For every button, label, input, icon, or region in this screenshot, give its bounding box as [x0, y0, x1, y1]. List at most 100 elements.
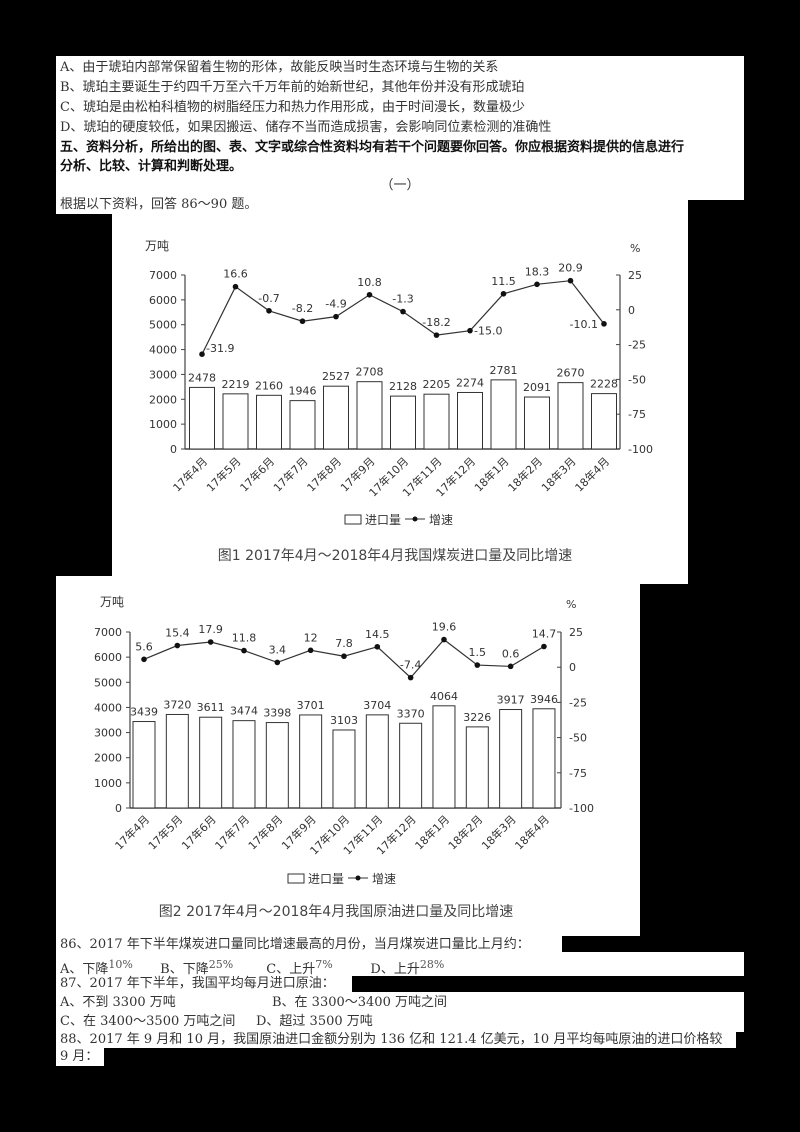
q86-option-c[interactable]: C、上升7%: [266, 958, 333, 977]
left-axis-unit: 万吨: [145, 239, 169, 253]
left-tick-label: 6000: [94, 651, 122, 664]
growth-point: [567, 277, 574, 284]
growth-value-label: -4.9: [325, 298, 346, 311]
bar: [289, 400, 316, 450]
bar: [332, 729, 356, 809]
growth-value-label: 3.4: [269, 643, 287, 656]
category-label: 18年2月: [505, 454, 545, 494]
left-tick-label: 0: [115, 802, 122, 815]
category-label: 17年8月: [304, 454, 344, 494]
section-heading-line1: 五、资料分析，所给出的图、表、文字或综合性资料均有若干个问题要你回答。你应根据资…: [60, 140, 685, 155]
growth-point: [601, 321, 607, 327]
left-tick-label: 1000: [149, 418, 177, 431]
part-label: （一）: [380, 178, 420, 193]
intro-block: [56, 196, 688, 214]
growth-value-label: 11.5: [491, 275, 516, 288]
top-text-block: [56, 56, 744, 200]
q87-option-a[interactable]: A、不到 3300 万吨: [60, 995, 176, 1010]
growth-value-label: 14.5: [365, 628, 390, 641]
bar-value-label: 2670: [557, 367, 585, 380]
q87-option-c[interactable]: C、在 3400～3500 万吨之间: [60, 1014, 236, 1029]
q87-options-block: [56, 992, 744, 1032]
category-label: 18年4月: [572, 454, 612, 494]
bar-value-label: 3720: [163, 698, 191, 711]
bar: [189, 386, 215, 450]
bar-value-label: 2274: [456, 376, 484, 389]
growth-point: [307, 647, 314, 654]
growth-point: [474, 662, 481, 668]
growth-value-label: 11.8: [232, 632, 257, 645]
q86-option-b[interactable]: B、下降25%: [160, 958, 234, 977]
growth-value-label: 12: [304, 631, 318, 644]
q86-stem-block: [56, 934, 562, 954]
bar: [532, 708, 556, 809]
bar-value-label: 3704: [363, 699, 391, 712]
bar: [490, 379, 517, 450]
bar: [132, 721, 156, 809]
q87-option-d[interactable]: D、超过 3500 万吨: [256, 1014, 373, 1029]
bar: [399, 722, 423, 809]
left-tick-label: 6000: [149, 294, 177, 307]
growth-point: [274, 659, 281, 666]
growth-value-label: 16.6: [223, 268, 248, 281]
right-tick-label: 25: [569, 626, 583, 639]
legend-bar-label: 进口量: [365, 513, 401, 527]
q86-option-d[interactable]: D、上升28%: [370, 958, 445, 977]
chart-1: 万吨 % 0 1000 2000 3000 4000 5000 6000 7000 25 0 -25 -5…: [145, 239, 653, 564]
bar: [457, 391, 483, 450]
right-tick-label: -25: [569, 696, 587, 709]
growth-point: [541, 643, 547, 650]
bar-value-label: 2205: [423, 378, 451, 391]
category-label: 18年1月: [471, 454, 511, 494]
bar-value-label: 3917: [497, 694, 525, 707]
chart-legend: 进口量 增速: [344, 513, 453, 527]
bar-value-label: 2708: [356, 366, 384, 379]
bar-value-label: 3439: [130, 706, 158, 719]
bar: [232, 720, 256, 809]
bar: [432, 705, 456, 809]
category-label: 18年4月: [512, 812, 552, 852]
bar: [591, 393, 617, 450]
right-tick-label: -75: [628, 408, 646, 421]
right-tick-label: -100: [569, 802, 594, 815]
legend-line-label: 增速: [429, 513, 453, 527]
q88-stem-block: [56, 1030, 736, 1048]
growth-value-label: 5.6: [135, 640, 153, 653]
left-tick-label: 2000: [94, 752, 122, 765]
q88-stem-line2: 9 月：: [60, 1049, 99, 1064]
growth-value-label: 20.9: [558, 262, 583, 275]
growth-point: [207, 639, 214, 645]
growth-value-label: -8.2: [292, 302, 313, 315]
bar: [356, 381, 383, 450]
bar: [256, 394, 282, 450]
right-tick-label: -100: [628, 443, 653, 456]
bar-value-label: 2091: [523, 381, 551, 394]
chart-2: 万吨 % 0 1000 2000 3000 4000 5000 6000 7000 25 0 -25 -5…: [94, 595, 594, 920]
left-tick-label: 5000: [149, 319, 177, 332]
growth-value-label: 7.8: [335, 637, 353, 650]
bar: [265, 722, 289, 809]
category-label: 17年8月: [245, 812, 285, 852]
prev-option-a: A、由于琥珀内部常保留着生物的形体，故能反映当时生态环境与生物的关系: [60, 60, 499, 75]
growth-point: [341, 653, 347, 660]
category-label: 17年5月: [203, 454, 243, 494]
left-tick-label: 2000: [149, 393, 177, 406]
growth-point: [407, 674, 414, 681]
right-tick-label: -25: [628, 339, 646, 352]
category-label: 17年6月: [237, 454, 277, 494]
left-tick-label: 3000: [94, 727, 122, 740]
bar: [165, 713, 189, 809]
q86-option-a[interactable]: A、下降10%: [60, 958, 133, 977]
category-label: 17年4月: [170, 454, 210, 494]
growth-point: [199, 351, 205, 358]
right-tick-label: 25: [628, 269, 642, 282]
bar: [499, 709, 523, 809]
chart-caption: 图1 2017年4月～2018年4月我国煤炭进口量及同比增速: [218, 548, 572, 564]
bar: [365, 714, 389, 809]
category-label: 18年1月: [412, 812, 452, 852]
left-tick-label: 4000: [94, 701, 122, 714]
growth-point: [500, 290, 507, 297]
q87-option-b[interactable]: B、在 3300～3400 万吨之间: [272, 995, 447, 1010]
bar-value-label: 2128: [389, 380, 417, 393]
